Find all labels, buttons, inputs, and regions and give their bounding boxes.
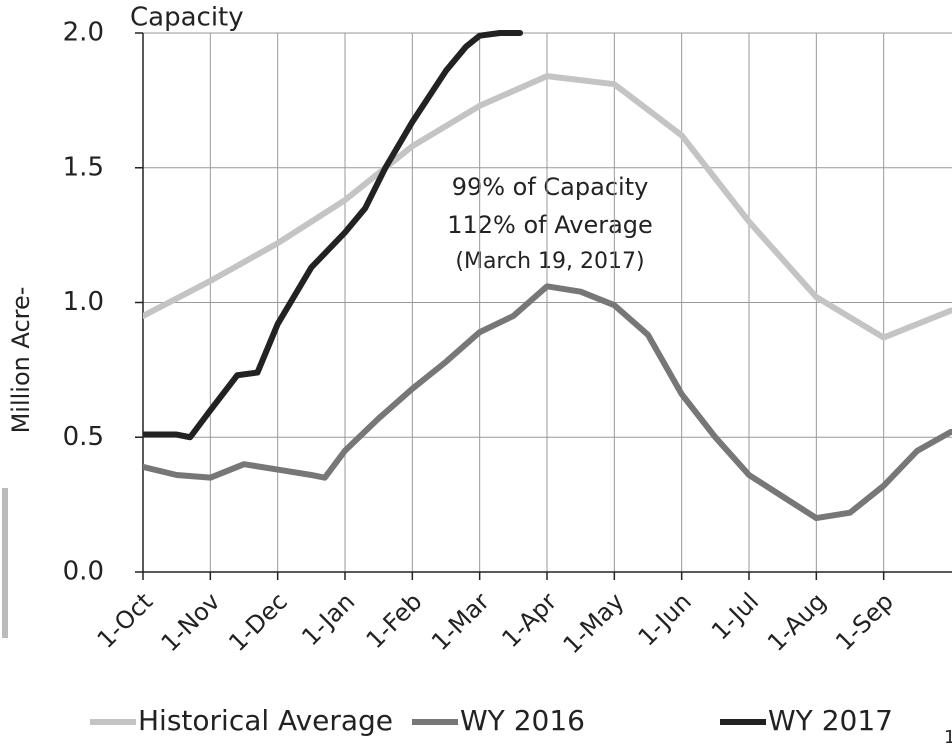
y-tick-label: 1.5 (63, 152, 104, 182)
x-tick-label: 1-Apr (496, 587, 562, 653)
x-tick-label: 1-Dec (223, 587, 293, 657)
x-tick-label: 1-Oct (92, 587, 159, 654)
annotation: 112% of Average (447, 211, 653, 239)
x-tick-label: 1-Mar (426, 587, 495, 656)
x-tick-label: 1-Nov (156, 587, 226, 657)
page-number: 1 (944, 727, 952, 747)
x-tick-label: 1-Aug (762, 587, 831, 656)
x-tick-label: 1-Jun (633, 587, 697, 651)
legend-label: WY 2016 (460, 704, 585, 737)
annotation: (March 19, 2017) (455, 249, 644, 274)
y-tick-label: 0.5 (63, 422, 104, 452)
x-tick-label: 1-May (558, 587, 630, 659)
y-tick-label: 0.0 (63, 557, 104, 587)
legend-label: WY 2017 (768, 704, 893, 737)
annotation: 99% of Capacity (452, 173, 649, 201)
chart-title: Capacity (130, 3, 244, 33)
y-tick-label: 1.0 (63, 287, 104, 317)
x-tick-label: 1-Jul (706, 587, 764, 645)
y-axis-label: Million Acre- (7, 287, 35, 434)
series-line (143, 283, 952, 522)
legend-label: Historical Average (138, 704, 393, 737)
y-tick-label: 2.0 (63, 18, 104, 48)
x-tick-label: 1-Feb (361, 587, 428, 654)
series-line (143, 73, 952, 341)
x-tick-label: 1-Jan (296, 587, 360, 651)
x-tick-label: 1-Sep (830, 587, 899, 656)
series-line (143, 30, 524, 441)
plot (143, 30, 952, 522)
scan-artifact (2, 488, 8, 638)
